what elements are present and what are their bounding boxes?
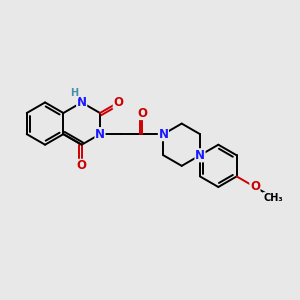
Text: O: O: [113, 96, 123, 109]
Text: N: N: [95, 128, 105, 141]
Text: O: O: [77, 159, 87, 172]
Text: O: O: [250, 181, 260, 194]
Text: H: H: [70, 88, 78, 98]
Text: CH₃: CH₃: [263, 193, 283, 202]
Text: N: N: [195, 149, 205, 162]
Text: N: N: [77, 96, 87, 109]
Text: N: N: [158, 128, 168, 141]
Text: O: O: [137, 106, 147, 119]
